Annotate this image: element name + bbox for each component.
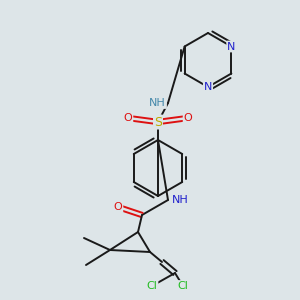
Text: Cl: Cl [147, 281, 158, 291]
Text: N: N [204, 82, 212, 92]
Text: O: O [114, 202, 122, 212]
Text: Cl: Cl [178, 281, 188, 291]
Text: O: O [124, 113, 132, 123]
Text: NH: NH [172, 195, 189, 205]
Text: O: O [184, 113, 192, 123]
Text: NH: NH [149, 98, 166, 108]
Text: S: S [154, 116, 162, 128]
Text: N: N [227, 41, 236, 52]
